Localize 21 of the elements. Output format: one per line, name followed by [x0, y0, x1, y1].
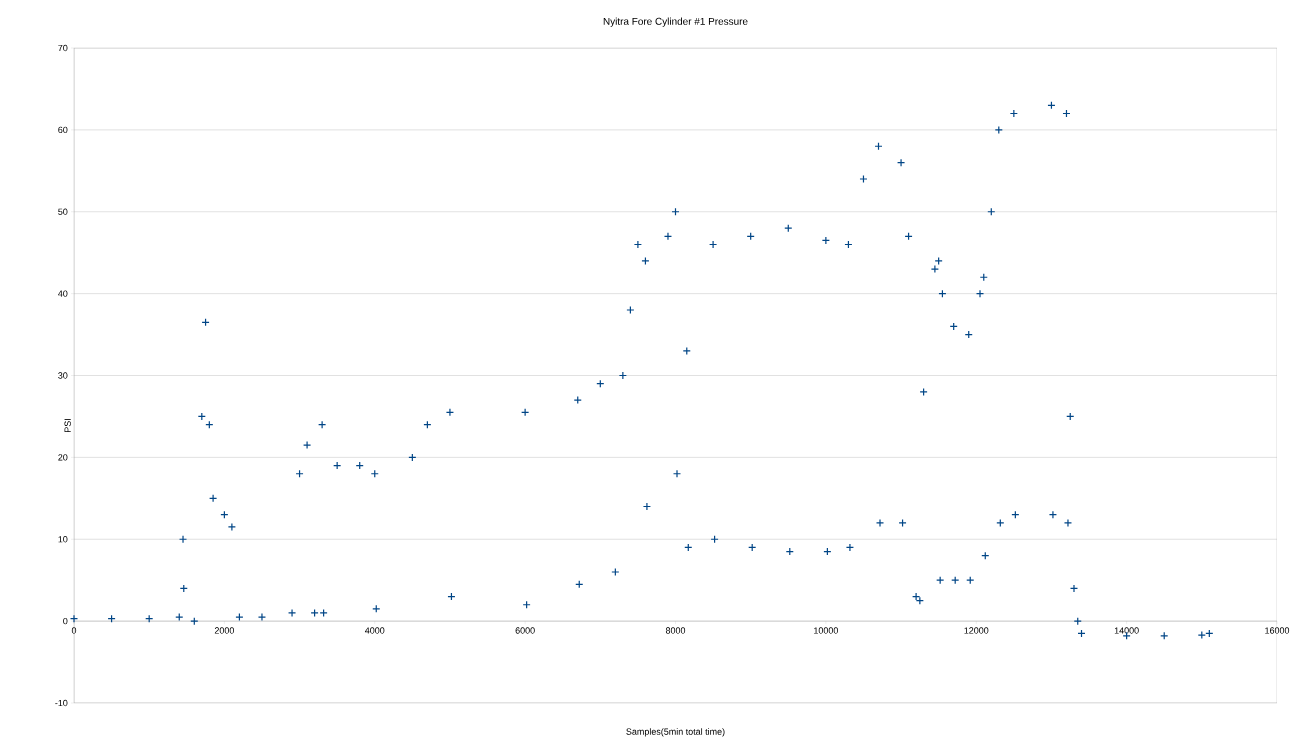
y-tick-label: 30 [58, 372, 68, 379]
y-tick-label: 50 [58, 208, 68, 215]
x-tick-label: 6000 [515, 627, 535, 634]
y-tick-label: 60 [58, 126, 68, 134]
x-axis-title: Samples(5min total time) [626, 728, 725, 737]
x-tick-label: 16000 [1265, 627, 1290, 634]
chart-title: Nyitra Fore Cylinder #1 Pressure [603, 17, 748, 27]
x-tick-label: 2000 [214, 627, 234, 634]
x-tick-label: 12000 [964, 627, 989, 634]
y-tick-label: -10 [55, 699, 68, 707]
x-tick-label: 10000 [814, 627, 838, 634]
y-tick-label: 70 [58, 44, 68, 52]
x-tick-label: 0 [71, 627, 77, 634]
y-axis-title: PSI [64, 419, 71, 432]
y-tick-label: 20 [58, 454, 68, 461]
x-tick-label: 8000 [665, 627, 686, 634]
x-tick-label: 14000 [1114, 627, 1139, 634]
y-tick-label: 40 [58, 290, 68, 297]
x-tick-label: 4000 [364, 627, 385, 634]
y-tick-label: 0 [63, 617, 68, 625]
y-tick-label: 10 [58, 536, 68, 543]
